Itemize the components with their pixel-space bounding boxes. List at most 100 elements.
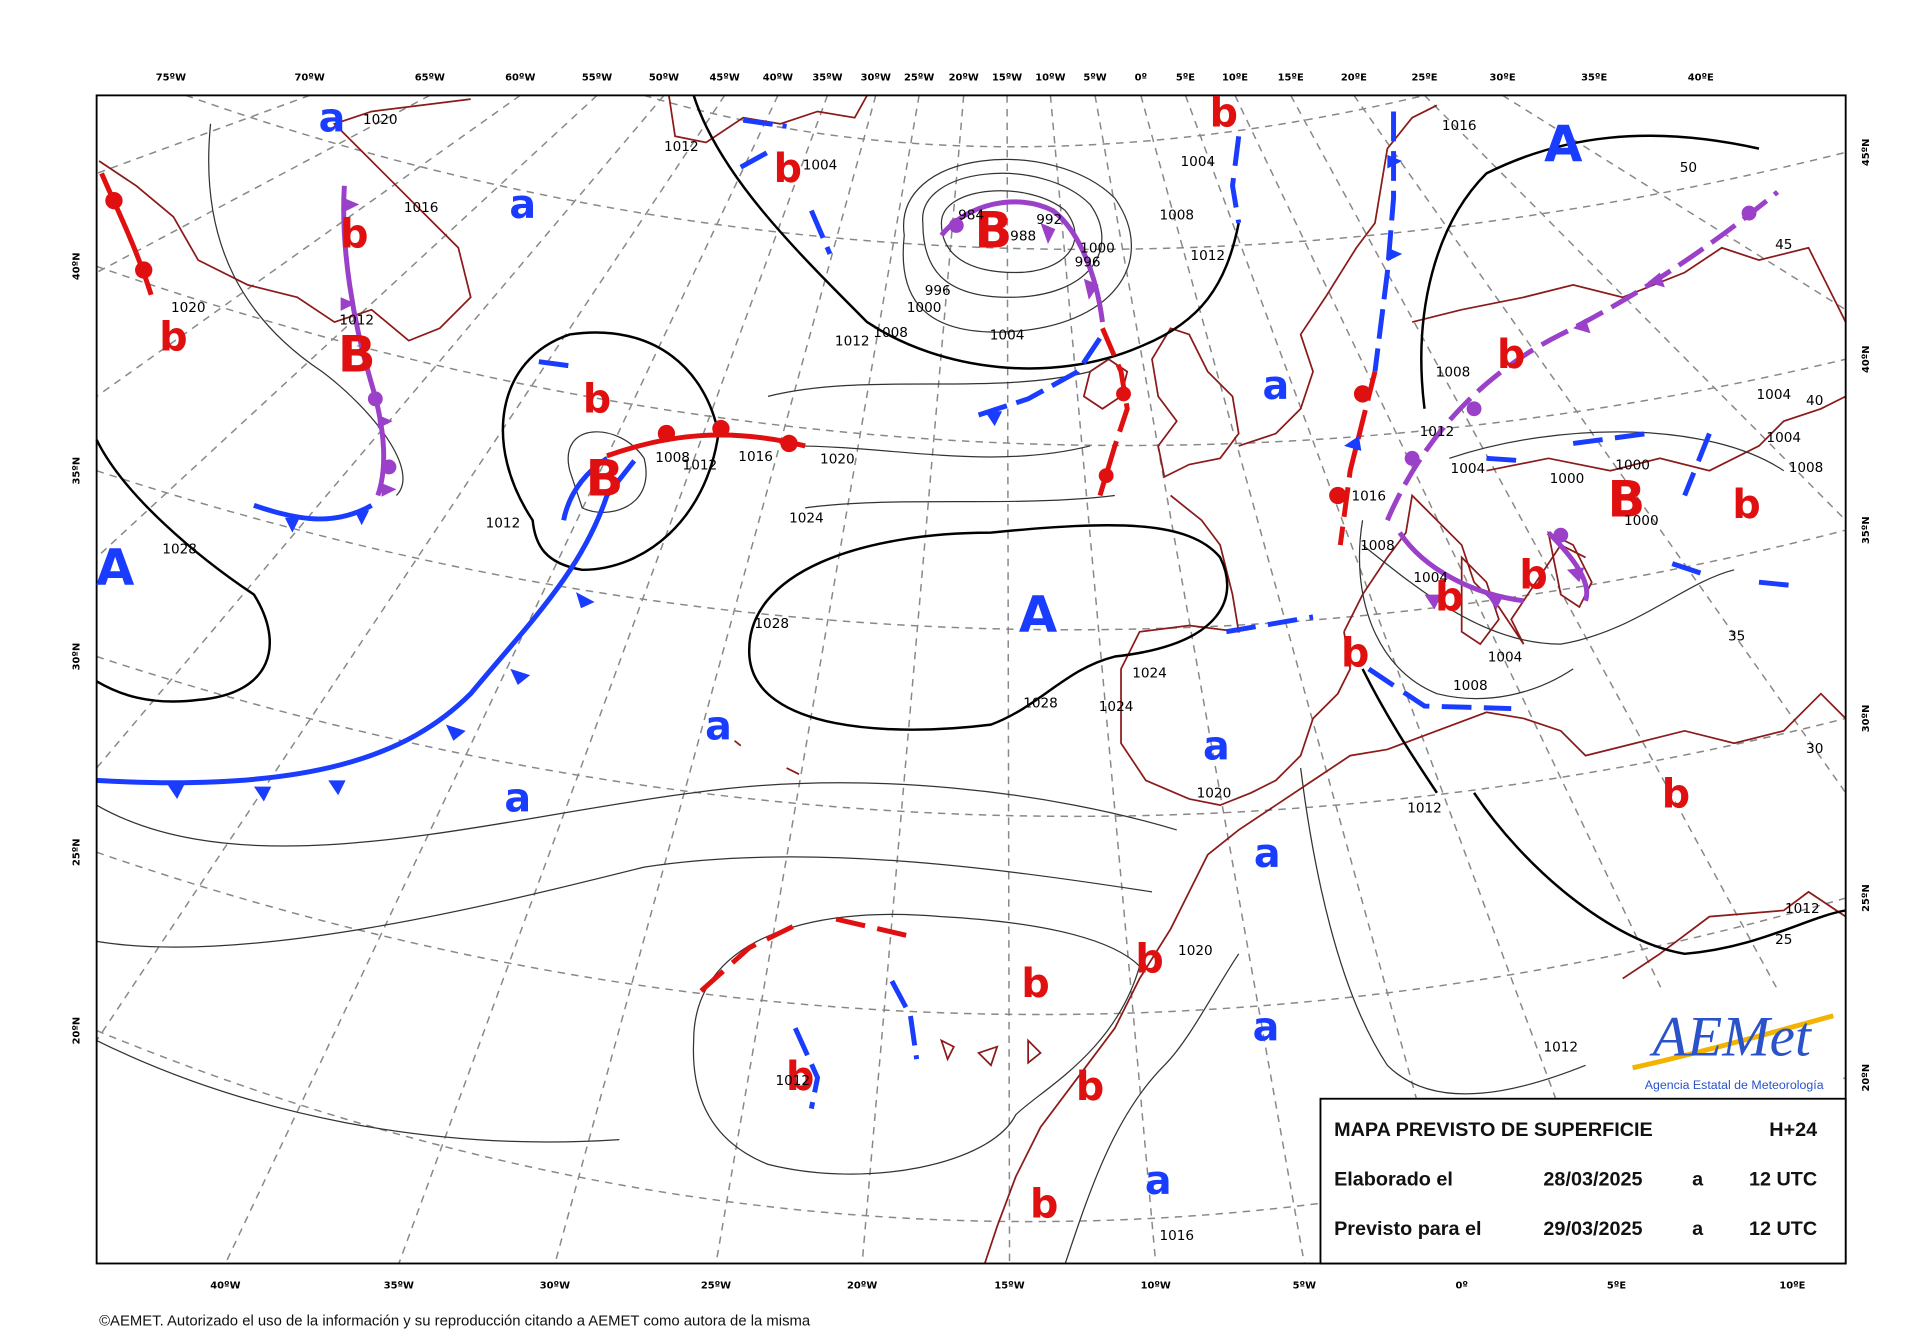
info-time: 12 UTC (1749, 1218, 1817, 1240)
info-time: 12 UTC (1749, 1168, 1817, 1190)
isobar-label: 1012 (1407, 801, 1442, 817)
left-latitude-label: 35ºN (71, 457, 82, 485)
isobar-label: 1012 (835, 334, 870, 350)
isobar-label: 1004 (1413, 570, 1448, 586)
isobar-label: 30 (1806, 741, 1823, 757)
bottom-longitude-label: 10ºE (1779, 1280, 1805, 1291)
pressure-center: B (1608, 471, 1646, 529)
isobar-label: 1004 (1181, 154, 1216, 170)
isobar-label: 1016 (738, 449, 773, 465)
pressure-center: A (96, 539, 135, 597)
isobar-label: 35 (1728, 628, 1745, 644)
pressure-center: a (1203, 723, 1230, 769)
top-longitude-label: 5ºW (1083, 73, 1106, 84)
top-longitude-label: 30ºW (861, 73, 891, 84)
pressure-center: B (338, 326, 376, 384)
isobar-label: 1000 (907, 300, 942, 316)
top-longitude-label: 40ºE (1688, 73, 1714, 84)
top-longitude-label: 25ºW (904, 73, 934, 84)
pressure-center: A (1019, 586, 1058, 644)
right-latitude-label: 20ºN (1861, 1064, 1872, 1092)
isobar-label: 1028 (754, 616, 789, 632)
bottom-longitude-label: 5ºE (1607, 1280, 1626, 1291)
isobar-label: 1012 (1785, 901, 1820, 917)
isobar-label: 988 (1010, 228, 1036, 244)
isobar-label: 1000 (1624, 513, 1659, 529)
info-a: a (1692, 1168, 1704, 1190)
info-box: MAPA PREVISTO DE SUPERFICIE H+24 Elabora… (1319, 1097, 1847, 1265)
isobar-label: 1012 (1420, 424, 1455, 440)
pressure-center: b (1519, 552, 1547, 598)
bottom-longitude-label: 25ºW (701, 1280, 731, 1291)
isobar-label: 1012 (1543, 1040, 1578, 1056)
footer-credit: ©AEMET. Autorizado el uso de la informac… (99, 1313, 811, 1329)
isobar-label: 1020 (1178, 943, 1213, 959)
isobar-label: 1008 (1360, 538, 1395, 554)
isobar-label: 1012 (486, 516, 521, 532)
isobar-label: 1008 (1453, 678, 1488, 694)
top-longitude-label: 50ºW (649, 73, 679, 84)
top-longitude-label: 15ºW (992, 73, 1022, 84)
top-longitude-label: 40ºW (763, 73, 793, 84)
left-latitude-label: 30ºN (71, 643, 82, 671)
pressure-center: A (1544, 115, 1583, 173)
pressure-center: a (1254, 831, 1281, 877)
bottom-longitude-label: 0º (1455, 1280, 1468, 1291)
isobar-label: 1004 (803, 158, 838, 174)
info-label: Previsto para el (1334, 1218, 1481, 1240)
isobar-label: 50 (1680, 160, 1697, 176)
bottom-longitude-label: 35ºW (384, 1280, 414, 1291)
right-latitude-label: 40ºN (1861, 345, 1872, 373)
top-longitude-label: 10ºE (1222, 73, 1248, 84)
top-longitude-label: 10ºW (1035, 73, 1065, 84)
top-longitude-label: 5ºE (1176, 73, 1195, 84)
pressure-center: a (509, 182, 536, 228)
isobar-label: 1020 (1197, 786, 1232, 802)
pressure-center: B (975, 202, 1013, 260)
fronts (96, 111, 1797, 1110)
top-longitude-label: 25ºE (1411, 73, 1437, 84)
map-frame (95, 94, 1847, 1265)
isobar-label: 1016 (1159, 1228, 1194, 1244)
isobar-label: 40 (1806, 393, 1823, 409)
isobar-label: 1012 (664, 139, 699, 155)
isobar-label: 1012 (339, 313, 374, 329)
top-longitude-label: 20ºE (1341, 73, 1367, 84)
isobar-label: 1028 (162, 542, 197, 558)
bottom-longitude-label: 5ºW (1293, 1280, 1316, 1291)
top-longitude-label: 70ºW (295, 73, 325, 84)
isobar-label: 1020 (363, 112, 398, 128)
pressure-center: a (1262, 363, 1289, 409)
isobar-label: 1016 (1351, 488, 1386, 504)
bottom-longitude-label: 10ºW (1141, 1280, 1171, 1291)
pressure-center: b (1030, 1182, 1058, 1228)
info-date: 29/03/2025 (1543, 1218, 1642, 1240)
top-longitude-label: 75ºW (156, 73, 186, 84)
pressure-center: b (774, 146, 802, 192)
pressure-center: b (1435, 575, 1463, 621)
top-longitude-label: 35ºW (812, 73, 842, 84)
bottom-longitude-label: 15ºW (994, 1280, 1024, 1291)
isobar-label: 1012 (775, 1073, 810, 1089)
isobar-label: 1008 (1159, 207, 1194, 223)
bottom-longitude-label: 30ºW (540, 1280, 570, 1291)
pressure-center: b (159, 315, 187, 361)
pressure-center: B (586, 449, 624, 507)
logo-swoosh (1632, 1013, 1834, 1071)
pressure-center: b (340, 212, 368, 258)
bottom-longitude-label: 40ºW (210, 1280, 240, 1291)
top-longitude-label: 60ºW (505, 73, 535, 84)
isobar-label: 996 (1075, 254, 1101, 270)
isobar-label: 1008 (655, 450, 690, 466)
top-longitude-label: 20ºW (949, 73, 979, 84)
isobar-label: 984 (958, 207, 984, 223)
left-latitude-label: 25ºN (71, 838, 82, 866)
isobar-label: 1004 (1766, 430, 1801, 446)
pressure-center: a (705, 704, 732, 750)
right-latitude-label: 45ºN (1861, 139, 1872, 167)
top-longitude-label: 15ºE (1278, 73, 1304, 84)
isobar-label: 1016 (404, 200, 439, 216)
isobar-label: 1008 (873, 325, 908, 341)
info-date: 28/03/2025 (1543, 1168, 1642, 1190)
